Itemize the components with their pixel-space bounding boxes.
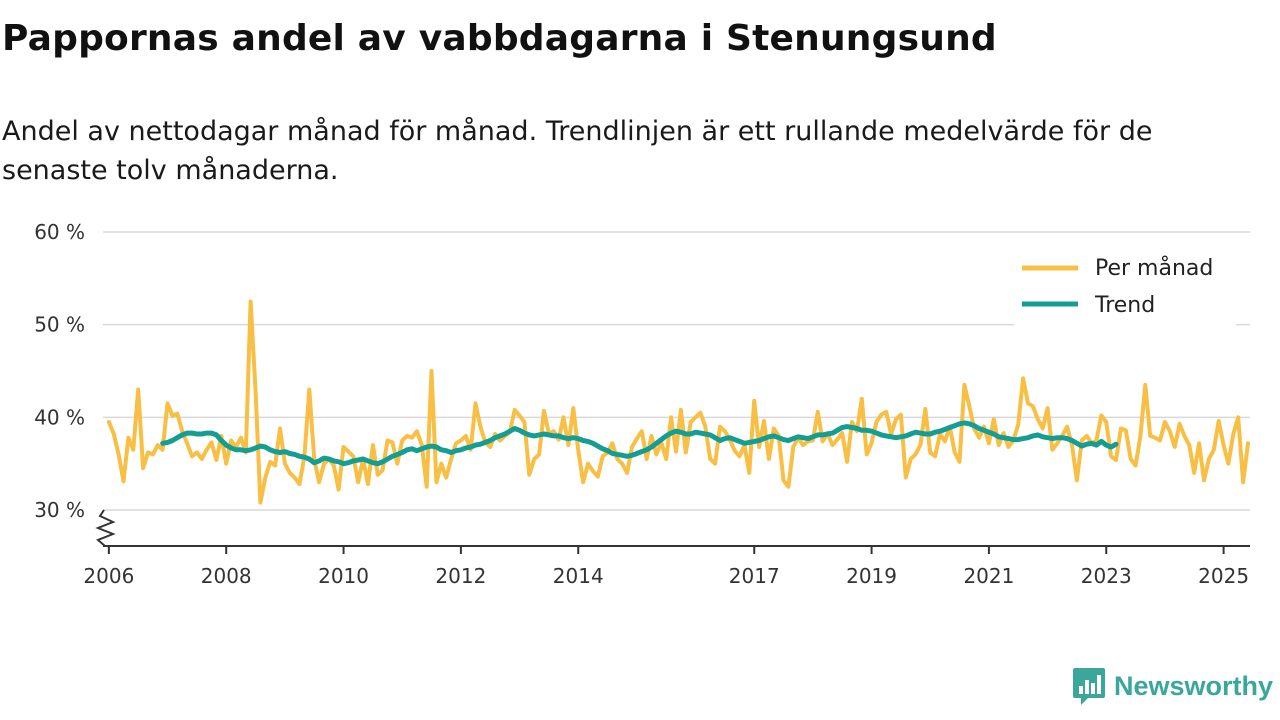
x-tick-label: 2014	[553, 564, 604, 588]
y-tick-label: 60 %	[34, 220, 85, 244]
x-tick-label: 2010	[318, 564, 369, 588]
x-tick-label: 2025	[1198, 564, 1249, 588]
x-axis	[95, 509, 1250, 554]
y-tick-label: 50 %	[34, 313, 85, 337]
x-tick-label: 2021	[963, 564, 1014, 588]
legend-label-trend: Trend	[1094, 293, 1155, 318]
x-tick-label: 2008	[201, 564, 252, 588]
chart-title: Pappornas andel av vabbdagarna i Stenung…	[2, 18, 997, 59]
trend-line	[160, 420, 1119, 467]
legend-background	[1014, 248, 1236, 326]
x-axis-labels: 2006 2008 2010 2012 2014 2017 2019 2021 2023 2025	[83, 564, 1249, 588]
legend-label-per-manad: Per månad	[1095, 255, 1213, 281]
brand-logo: Newsworthy	[1072, 666, 1273, 706]
brand-name: Newsworthy	[1114, 670, 1274, 701]
bar-chart-icon	[1073, 668, 1105, 705]
per-manad-line	[106, 299, 1250, 505]
y-tick-label: 30 %	[34, 498, 85, 522]
x-tick-label: 2017	[729, 564, 780, 588]
series-layer	[106, 299, 1250, 505]
y-axis-labels: 30 % 40 % 50 % 60 %	[34, 220, 85, 522]
x-tick-label: 2019	[846, 564, 897, 588]
axis-break-zigzag	[95, 509, 116, 547]
x-tick-label: 2012	[435, 564, 486, 588]
y-tick-label: 40 %	[34, 405, 85, 429]
x-tick-label: 2023	[1081, 564, 1132, 588]
x-tick-label: 2006	[83, 564, 134, 588]
legend: Per månad Trend	[1014, 248, 1236, 326]
chart-subtitle: Andel av nettodagar månad för månad. Tre…	[2, 116, 1153, 186]
